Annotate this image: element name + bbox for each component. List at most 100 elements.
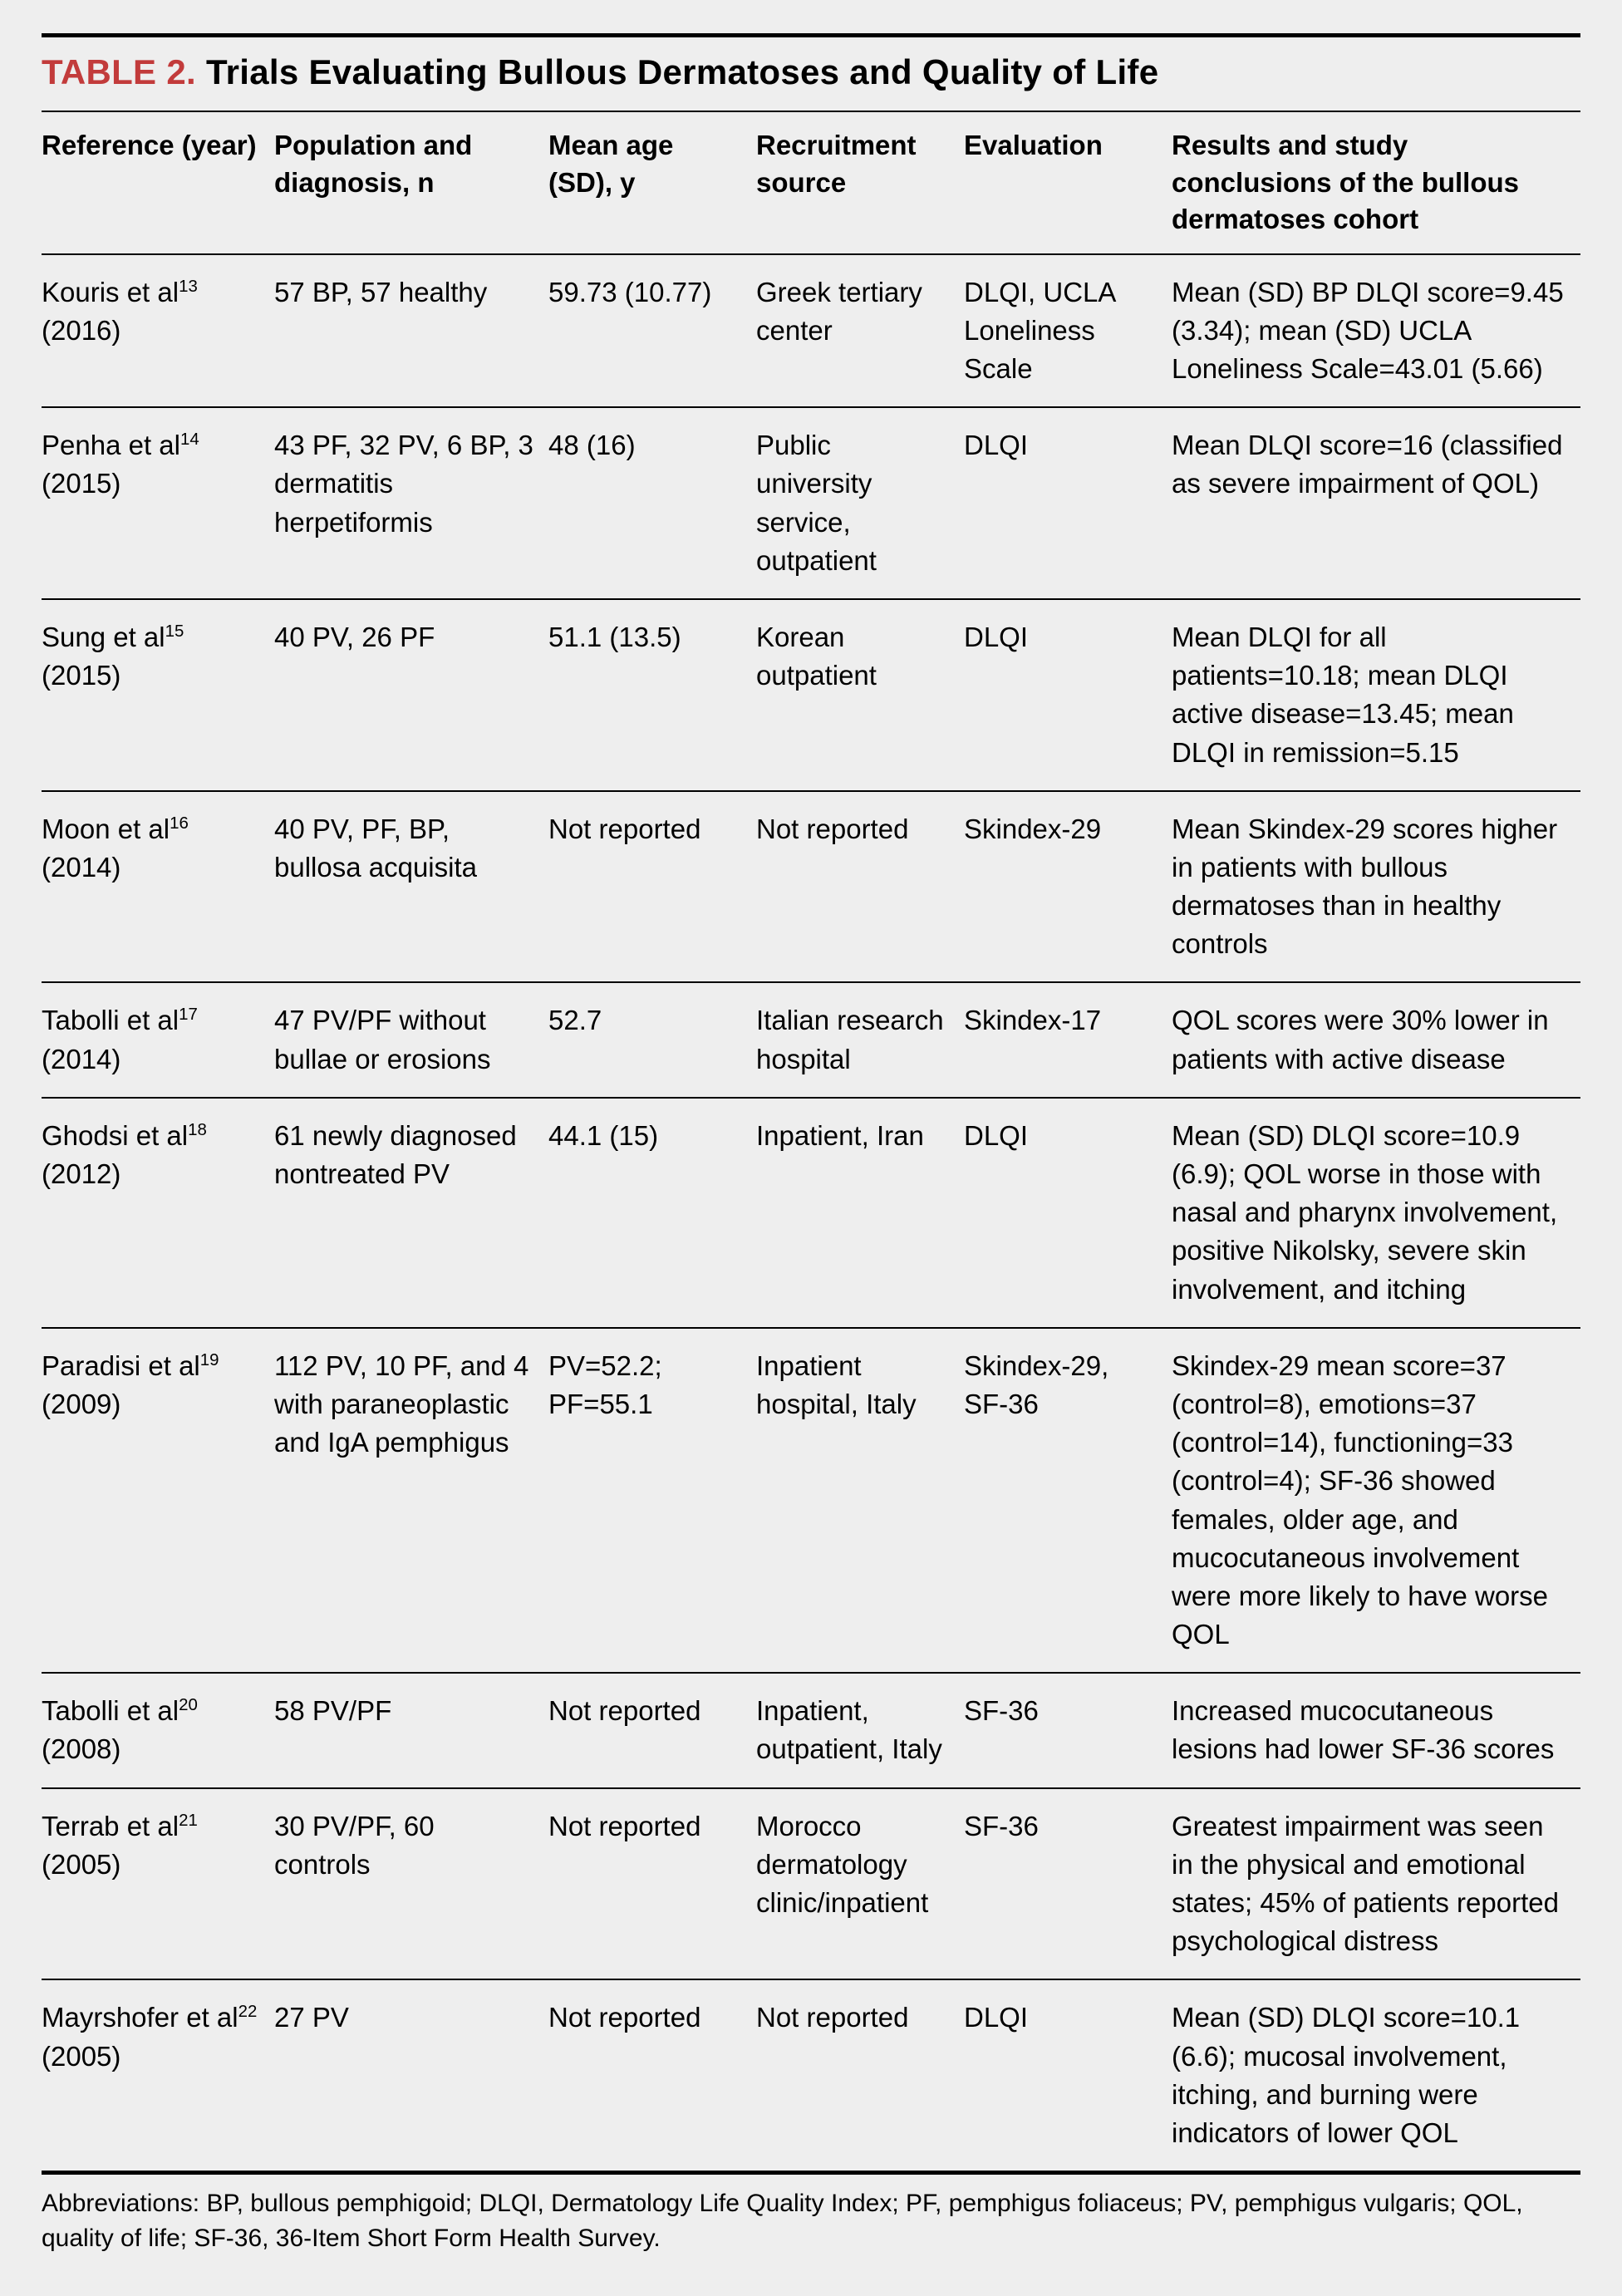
cell-results: Mean (SD) DLQI score=10.9 (6.9); QOL wor…: [1172, 1098, 1580, 1328]
cell-recruit: Public university service, outpatient: [756, 407, 964, 599]
cell-age: 44.1 (15): [548, 1098, 756, 1328]
reference-sup: 16: [170, 814, 189, 833]
cell-population: 30 PV/PF, 60 controls: [274, 1788, 548, 1980]
cell-results: Mean (SD) DLQI score=10.1 (6.6); mucosal…: [1172, 1979, 1580, 2172]
reference-author: Mayrshofer et al: [42, 2002, 238, 2033]
cell-recruit: Not reported: [756, 791, 964, 983]
cell-results: Greatest impairment was seen in the phys…: [1172, 1788, 1580, 1980]
table-row: Kouris et al13 (2016)57 BP, 57 healthy59…: [42, 254, 1580, 408]
cell-evaluation: SF-36: [964, 1673, 1172, 1787]
cell-reference: Mayrshofer et al22 (2005): [42, 1979, 274, 2172]
col-header-population: Population and diagnosis, n: [274, 111, 548, 254]
cell-population: 40 PV, 26 PF: [274, 599, 548, 791]
cell-population: 27 PV: [274, 1979, 548, 2172]
cell-population: 43 PF, 32 PV, 6 BP, 3 dermatitis herpeti…: [274, 407, 548, 599]
cell-age: PV=52.2; PF=55.1: [548, 1328, 756, 1674]
reference-year: (2014): [42, 852, 120, 883]
reference-sup: 17: [179, 1005, 198, 1024]
cell-evaluation: DLQI, UCLA Loneliness Scale: [964, 254, 1172, 408]
cell-evaluation: DLQI: [964, 599, 1172, 791]
reference-year: (2015): [42, 660, 120, 691]
cell-reference: Moon et al16 (2014): [42, 791, 274, 983]
table-row: Sung et al15 (2015)40 PV, 26 PF51.1 (13.…: [42, 599, 1580, 791]
table-row: Paradisi et al19 (2009)112 PV, 10 PF, an…: [42, 1328, 1580, 1674]
reference-sup: 18: [188, 1120, 207, 1139]
reference-sup: 13: [179, 277, 198, 296]
cell-age: 52.7: [548, 982, 756, 1097]
cell-results: Increased mucocutaneous lesions had lowe…: [1172, 1673, 1580, 1787]
reference-sup: 22: [238, 2002, 258, 2021]
col-header-reference: Reference (year): [42, 111, 274, 254]
table-row: Tabolli et al17 (2014)47 PV/PF without b…: [42, 982, 1580, 1097]
cell-recruit: Morocco dermatology clinic/inpatient: [756, 1788, 964, 1980]
cell-recruit: Korean outpatient: [756, 599, 964, 791]
reference-sup: 14: [180, 430, 199, 449]
table-title: Trials Evaluating Bullous Dermatoses and…: [206, 52, 1158, 92]
cell-evaluation: Skindex-17: [964, 982, 1172, 1097]
reference-author: Paradisi et al: [42, 1350, 200, 1381]
reference-author: Ghodsi et al: [42, 1120, 188, 1151]
cell-results: Mean (SD) BP DLQI score=9.45 (3.34); mea…: [1172, 254, 1580, 408]
table-container: TABLE 2. Trials Evaluating Bullous Derma…: [0, 0, 1622, 2296]
cell-age: 51.1 (13.5): [548, 599, 756, 791]
reference-author: Penha et al: [42, 430, 180, 460]
reference-year: (2015): [42, 468, 120, 499]
col-header-age: Mean age (SD), y: [548, 111, 756, 254]
reference-author: Tabolli et al: [42, 1695, 179, 1726]
cell-reference: Penha et al14 (2015): [42, 407, 274, 599]
cell-reference: Tabolli et al17 (2014): [42, 982, 274, 1097]
abbreviations-note: Abbreviations: BP, bullous pemphigoid; D…: [42, 2175, 1580, 2263]
table-title-wrap: TABLE 2. Trials Evaluating Bullous Derma…: [42, 33, 1580, 111]
table-row: Tabolli et al20 (2008)58 PV/PFNot report…: [42, 1673, 1580, 1787]
reference-year: (2009): [42, 1389, 120, 1419]
cell-population: 40 PV, PF, BP, bullosa acquisita: [274, 791, 548, 983]
cell-evaluation: Skindex-29: [964, 791, 1172, 983]
trials-table: Reference (year) Population and diagnosi…: [42, 111, 1580, 2175]
table-header-row: Reference (year) Population and diagnosi…: [42, 111, 1580, 254]
cell-population: 57 BP, 57 healthy: [274, 254, 548, 408]
reference-author: Terrab et al: [42, 1811, 179, 1841]
table-label: TABLE 2.: [42, 52, 196, 92]
cell-age: 59.73 (10.77): [548, 254, 756, 408]
cell-recruit: Not reported: [756, 1979, 964, 2172]
cell-reference: Tabolli et al20 (2008): [42, 1673, 274, 1787]
col-header-evaluation: Evaluation: [964, 111, 1172, 254]
cell-age: 48 (16): [548, 407, 756, 599]
cell-age: Not reported: [548, 1673, 756, 1787]
reference-year: (2014): [42, 1044, 120, 1074]
reference-author: Moon et al: [42, 814, 170, 844]
cell-age: Not reported: [548, 1788, 756, 1980]
reference-year: (2012): [42, 1158, 120, 1189]
cell-population: 47 PV/PF without bullae or erosions: [274, 982, 548, 1097]
cell-recruit: Inpatient, Iran: [756, 1098, 964, 1328]
cell-recruit: Italian research hospital: [756, 982, 964, 1097]
reference-year: (2008): [42, 1733, 120, 1764]
cell-recruit: Greek tertiary center: [756, 254, 964, 408]
reference-year: (2005): [42, 1849, 120, 1880]
cell-results: Mean Skindex-29 scores higher in patient…: [1172, 791, 1580, 983]
table-row: Penha et al14 (2015)43 PF, 32 PV, 6 BP, …: [42, 407, 1580, 599]
table-row: Terrab et al21 (2005)30 PV/PF, 60 contro…: [42, 1788, 1580, 1980]
reference-author: Kouris et al: [42, 277, 179, 307]
cell-evaluation: Skindex-29, SF-36: [964, 1328, 1172, 1674]
cell-results: Mean DLQI score=16 (classified as severe…: [1172, 407, 1580, 599]
reference-author: Tabolli et al: [42, 1005, 179, 1035]
reference-sup: 19: [200, 1350, 219, 1369]
reference-author: Sung et al: [42, 622, 165, 652]
table-row: Moon et al16 (2014)40 PV, PF, BP, bullos…: [42, 791, 1580, 983]
cell-age: Not reported: [548, 1979, 756, 2172]
cell-reference: Sung et al15 (2015): [42, 599, 274, 791]
cell-recruit: Inpatient, outpatient, Italy: [756, 1673, 964, 1787]
cell-results: Skindex-29 mean score=37 (control=8), em…: [1172, 1328, 1580, 1674]
table-row: Ghodsi et al18 (2012)61 newly diagnosed …: [42, 1098, 1580, 1328]
cell-evaluation: DLQI: [964, 407, 1172, 599]
reference-sup: 15: [165, 622, 184, 641]
reference-year: (2005): [42, 2041, 120, 2072]
col-header-results: Results and study conclusions of the bul…: [1172, 111, 1580, 254]
cell-evaluation: SF-36: [964, 1788, 1172, 1980]
cell-recruit: Inpatient hospital, Italy: [756, 1328, 964, 1674]
cell-reference: Ghodsi et al18 (2012): [42, 1098, 274, 1328]
cell-results: Mean DLQI for all patients=10.18; mean D…: [1172, 599, 1580, 791]
cell-population: 58 PV/PF: [274, 1673, 548, 1787]
cell-reference: Paradisi et al19 (2009): [42, 1328, 274, 1674]
